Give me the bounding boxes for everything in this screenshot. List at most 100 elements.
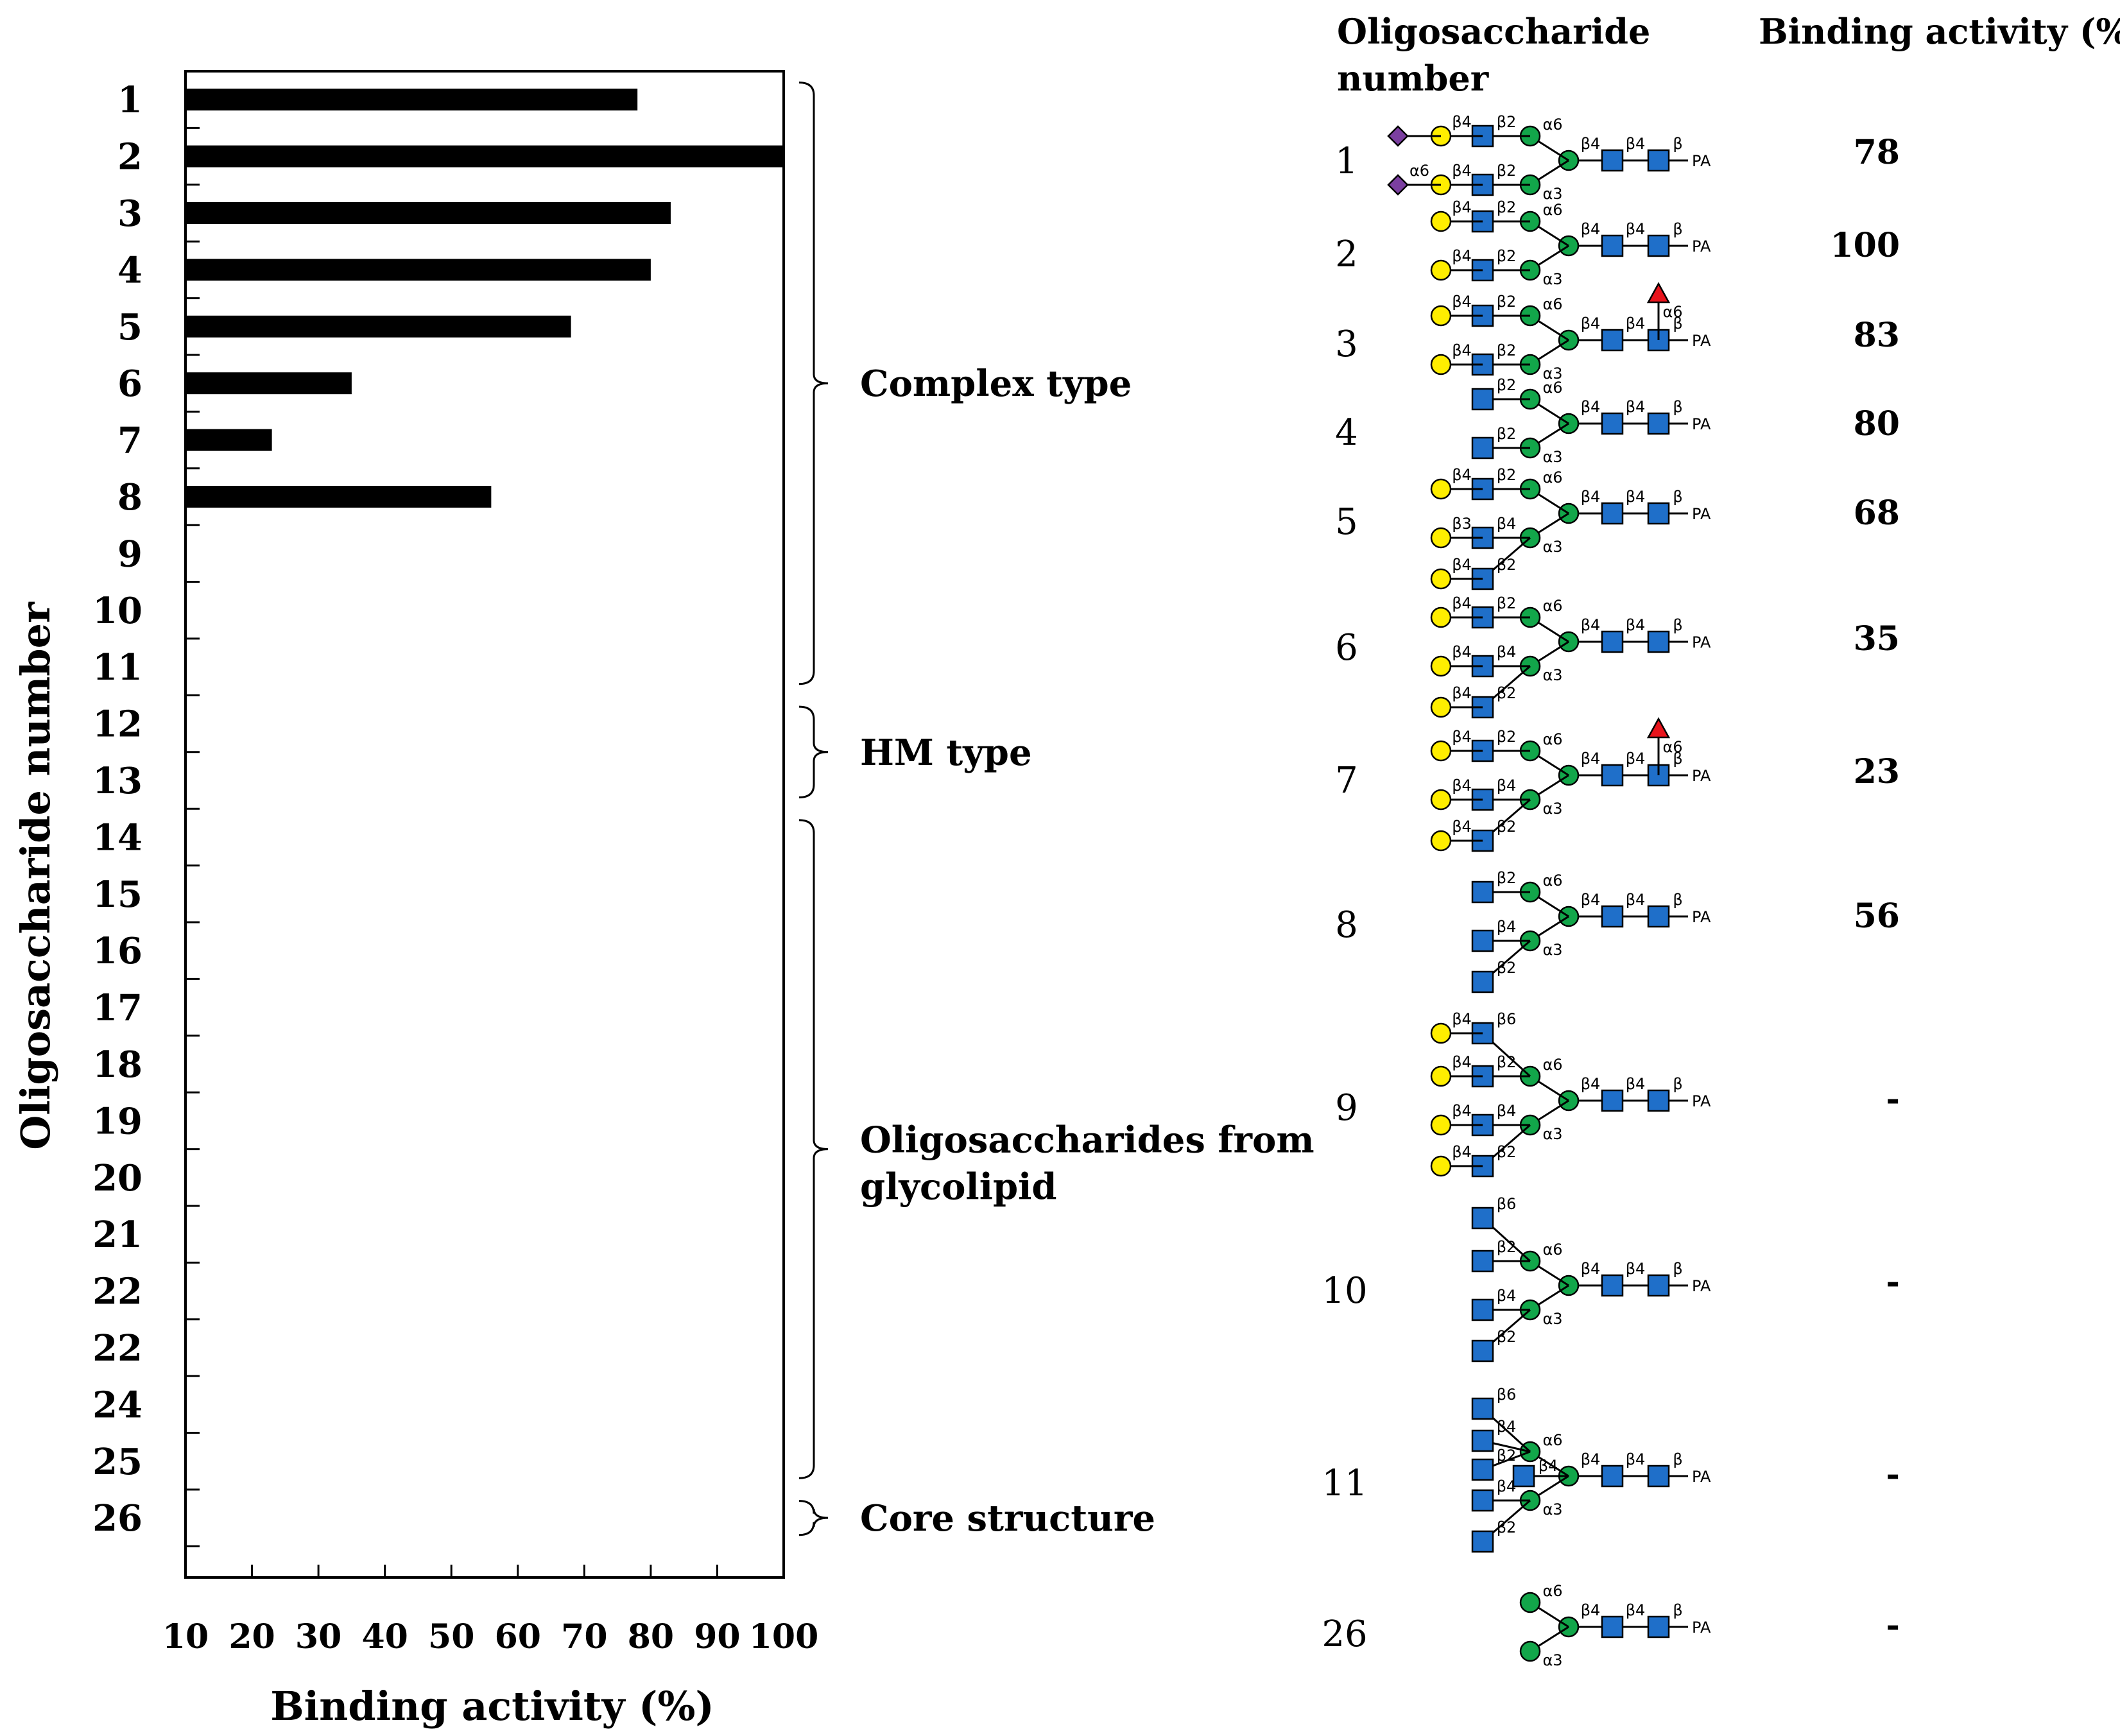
y-tick-label: 1 <box>117 79 142 121</box>
glcnac-icon <box>1471 929 1494 952</box>
galactose-icon <box>1430 259 1452 281</box>
linkage-label: β4 <box>1452 466 1472 484</box>
linkage-label: β4 <box>1581 616 1601 634</box>
galactose-icon <box>1430 354 1452 375</box>
group-label: Oligosaccharides from <box>860 1119 1314 1162</box>
galactose-icon <box>1430 606 1452 628</box>
table-row-number: 5 <box>1335 501 1358 543</box>
table-row-number: 2 <box>1335 234 1358 275</box>
group-bracket <box>798 705 829 799</box>
group-bracket <box>798 819 829 1479</box>
linkage-label: β2 <box>1497 1053 1517 1071</box>
glcnac-icon <box>1512 1465 1535 1488</box>
linkage-label: β <box>1673 1601 1682 1619</box>
reducing-end-label: PA <box>1692 332 1711 350</box>
glcnac-icon <box>1647 1615 1670 1638</box>
glcnac-icon <box>1601 1465 1624 1488</box>
mannose-icon <box>1519 1640 1541 1662</box>
linkage-label: β2 <box>1497 869 1517 887</box>
reducing-end-label: PA <box>1692 1468 1711 1486</box>
y-tick-label: 3 <box>117 193 142 235</box>
glcnac-icon <box>1601 764 1624 787</box>
linkage-label: α3 <box>1542 538 1562 556</box>
glcnac-icon <box>1471 1458 1494 1481</box>
linkage-label: β4 <box>1452 777 1472 795</box>
linkage-label: β <box>1673 398 1682 416</box>
reducing-end-label: PA <box>1692 767 1711 785</box>
linkage-label: α3 <box>1542 1500 1562 1518</box>
fucose-icon <box>1646 717 1671 739</box>
glcnac-icon <box>1647 412 1670 435</box>
linkage-label: β2 <box>1497 425 1517 443</box>
galactose-icon <box>1430 568 1452 590</box>
linkage-label: β2 <box>1497 684 1517 702</box>
linkage-label: β4 <box>1452 643 1472 661</box>
linkage-label: β4 <box>1626 1260 1646 1278</box>
linkage-label: β4 <box>1452 1053 1472 1071</box>
glcnac-icon <box>1471 881 1494 904</box>
galactose-icon <box>1430 1114 1452 1136</box>
bar <box>185 202 671 224</box>
reducing-end-label: PA <box>1692 505 1711 523</box>
linkage-label: β2 <box>1497 466 1517 484</box>
table-row-activity: 80 <box>1854 404 1900 443</box>
glcnac-icon <box>1647 630 1670 653</box>
y-tick-label: 12 <box>92 703 142 746</box>
linkage-label: α3 <box>1542 448 1562 466</box>
reducing-end-label: PA <box>1692 237 1711 255</box>
y-tick-label: 9 <box>117 533 142 575</box>
table-row-activity: 78 <box>1854 133 1900 172</box>
linkage-label: α3 <box>1542 1125 1562 1143</box>
glcnac-icon <box>1647 234 1670 257</box>
linkage-label: β <box>1673 135 1682 153</box>
sialic-acid-icon <box>1387 125 1409 147</box>
glcnac-icon <box>1471 1530 1494 1553</box>
linkage-label: α6 <box>1542 872 1562 889</box>
glycan-structure: β4 β4 β PA α6 α3 β2 β4 β2 <box>1471 869 1711 993</box>
reducing-end-label: PA <box>1692 1277 1711 1295</box>
linkage-label: β4 <box>1452 198 1472 216</box>
linkage-label: β2 <box>1497 728 1517 746</box>
glycan-structure: β4 β4 β PA α6 α3 β2 β4 β2 β4 <box>1430 198 1711 288</box>
linkage-label: α3 <box>1542 1310 1562 1328</box>
table-row-activity: - <box>1886 1262 1900 1302</box>
linkage-label: β4 <box>1626 750 1646 768</box>
linkage-label: α6 <box>1542 1056 1562 1074</box>
table-row-number: 4 <box>1335 412 1358 454</box>
x-tick-label: 30 <box>295 1617 341 1656</box>
linkage-label: β4 <box>1452 728 1472 746</box>
linkage-label: β2 <box>1497 293 1517 311</box>
linkage-label: α6 <box>1662 303 1682 321</box>
plot-frame <box>184 70 785 1579</box>
galactose-icon <box>1430 527 1452 549</box>
group-label: Complex type <box>860 363 1132 405</box>
x-tick-label: 100 <box>749 1617 819 1656</box>
linkage-label: β2 <box>1497 198 1517 216</box>
linkage-label: α6 <box>1542 468 1562 486</box>
linkage-label: β4 <box>1452 556 1472 574</box>
y-tick-label: 22 <box>92 1271 142 1313</box>
linkage-label: α6 <box>1542 1431 1562 1449</box>
linkage-label: β4 <box>1497 1418 1517 1436</box>
table-row-number: 7 <box>1335 760 1358 802</box>
linkage-label: β4 <box>1626 220 1646 238</box>
linkage-label: β <box>1673 891 1682 909</box>
y-tick-label: 13 <box>92 760 142 802</box>
bar <box>185 372 352 395</box>
linkage-label: β <box>1673 220 1682 238</box>
glcnac-icon <box>1471 1397 1494 1420</box>
y-tick-label: 18 <box>92 1044 142 1086</box>
y-tick-label: 6 <box>117 363 142 405</box>
x-tick-label: 80 <box>628 1617 674 1656</box>
linkage-label: β2 <box>1497 959 1517 977</box>
galactose-icon <box>1430 740 1452 762</box>
galactose-icon <box>1430 789 1452 811</box>
y-tick-label: 21 <box>92 1214 142 1256</box>
table-row-activity: 68 <box>1854 494 1900 533</box>
linkage-label: β4 <box>1581 1601 1601 1619</box>
linkage-label: β4 <box>1581 314 1601 332</box>
linkage-label: β4 <box>1452 341 1472 359</box>
linkage-label: β2 <box>1497 376 1517 394</box>
linkage-label: α3 <box>1542 1651 1562 1669</box>
linkage-label: α6 <box>1542 295 1562 313</box>
